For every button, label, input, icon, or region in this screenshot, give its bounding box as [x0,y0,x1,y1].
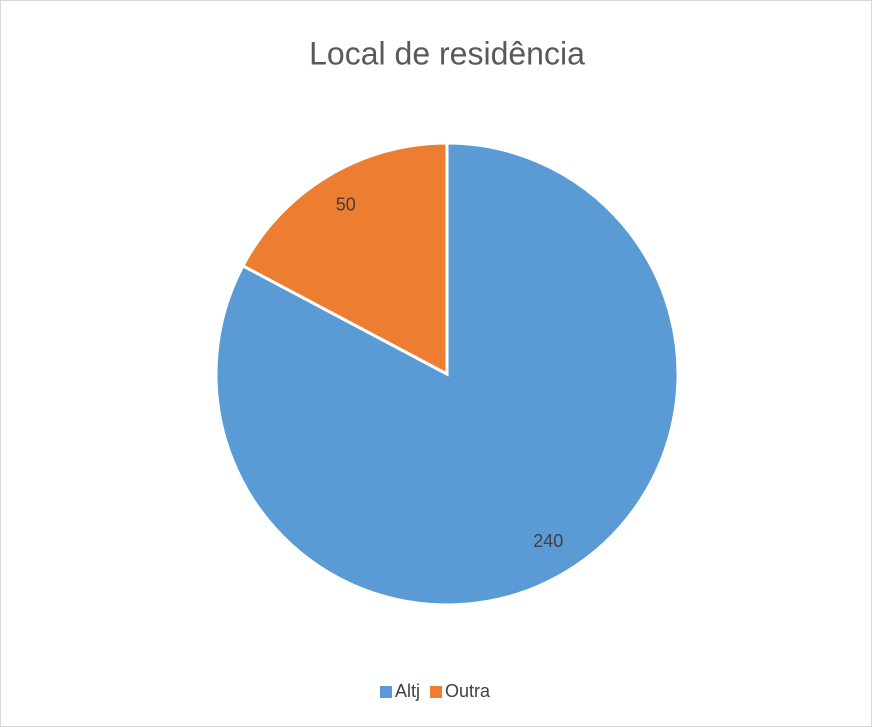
pie-slice [214,141,680,607]
pie-slice [240,141,449,377]
legend-label: Outra [445,681,491,701]
legend-label: Altj [395,681,420,701]
legend-swatch [430,686,443,698]
chart-title: Local de residência [309,35,585,71]
legend-swatch [380,686,392,698]
data-label: 50 [336,195,356,215]
data-label: 240 [533,531,563,551]
